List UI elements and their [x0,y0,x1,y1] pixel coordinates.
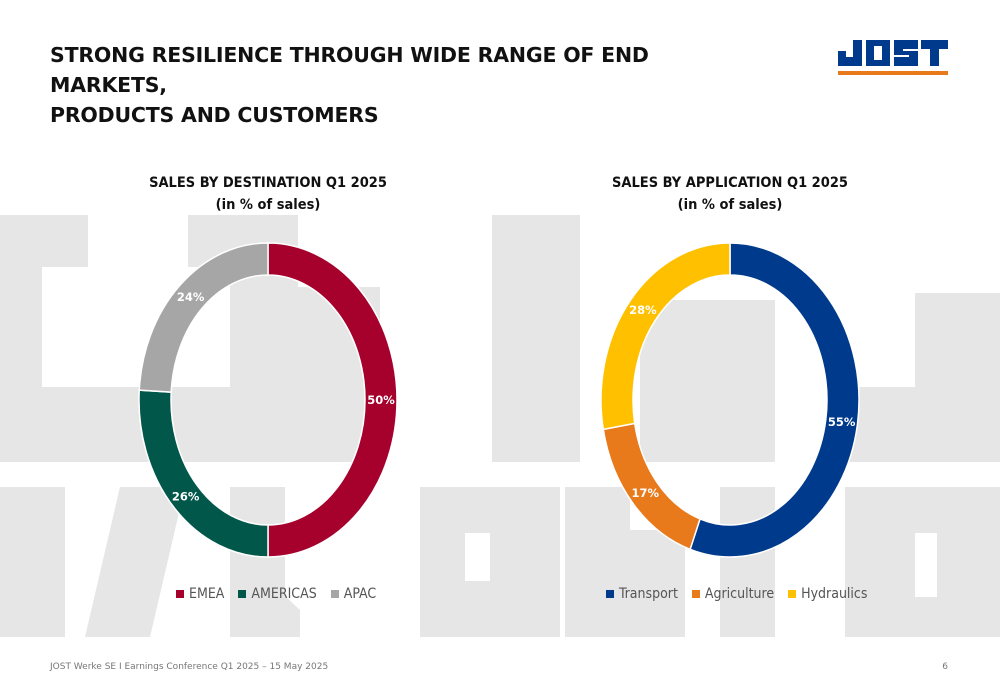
data-label-transport: 55% [828,415,856,429]
data-label-americas: 26% [172,490,200,504]
legend-swatch [176,590,184,598]
data-label-hydraulics: 28% [629,303,657,317]
chart-title-application: SALES BY APPLICATION Q1 2025 (in % of sa… [580,172,880,216]
chart-title-destination: SALES BY DESTINATION Q1 2025 (in % of sa… [118,172,418,216]
page-title-line1: STRONG RESILIENCE THROUGH WIDE RANGE OF … [50,43,649,97]
donut-slice-hydraulics [600,242,731,431]
legend-label: Agriculture [704,586,775,602]
data-label-emea: 50% [367,393,395,407]
logo-s-gap-bottom [894,55,909,57]
data-label-apac: 24% [177,290,205,304]
chart-title-text: SALES BY DESTINATION Q1 2025 [149,175,387,191]
chart-subtitle-text: (in % of sales) [677,197,783,213]
donut-chart-destination: 50% 26% 24% [138,242,398,558]
legend-item-agriculture: Agriculture [691,586,775,602]
legend-swatch [691,590,700,598]
legend-item-emea: EMEA [176,586,224,602]
legend-label: Hydraulics [801,586,868,602]
legend-item-americas: AMERICAS [238,586,317,602]
legend-item-transport: Transport [606,586,678,602]
logo-underline [838,71,948,75]
legend-label: AMERICAS [251,586,317,602]
donut-slice-transport [689,242,860,558]
page-number: 6 [942,662,948,672]
logo-letters [838,40,948,66]
legend-swatch [606,590,614,598]
logo-o-hole [874,46,882,60]
footer-text: JOST Werke SE I Earnings Conference Q1 2… [50,662,329,672]
donut-slice-emea [267,242,398,558]
chart-title-text: SALES BY APPLICATION Q1 2025 [611,175,848,191]
legend-item-hydraulics: Hydraulics [788,586,867,602]
legend-destination: EMEA AMERICAS APAC [176,586,376,602]
donut-slice-americas [138,389,269,558]
page-title-line2: PRODUCTS AND CUSTOMERS [50,103,379,127]
legend-swatch [330,590,339,598]
logo-s-gap-top [903,49,918,51]
donut-chart-application: 55% 17% 28% [600,242,860,558]
legend-swatch [788,590,797,598]
donut-slice-apac [138,242,269,393]
jost-logo [838,40,948,75]
legend-swatch [238,590,247,598]
legend-label: Transport [619,586,678,602]
legend-label: APAC [343,586,377,602]
legend-item-apac: APAC [330,586,377,602]
legend-label: EMEA [189,586,225,602]
legend-application: Transport Agriculture Hydraulics [606,586,867,602]
data-label-agriculture: 17% [631,486,659,500]
page-title: STRONG RESILIENCE THROUGH WIDE RANGE OF … [50,40,770,130]
chart-subtitle-text: (in % of sales) [215,197,321,213]
